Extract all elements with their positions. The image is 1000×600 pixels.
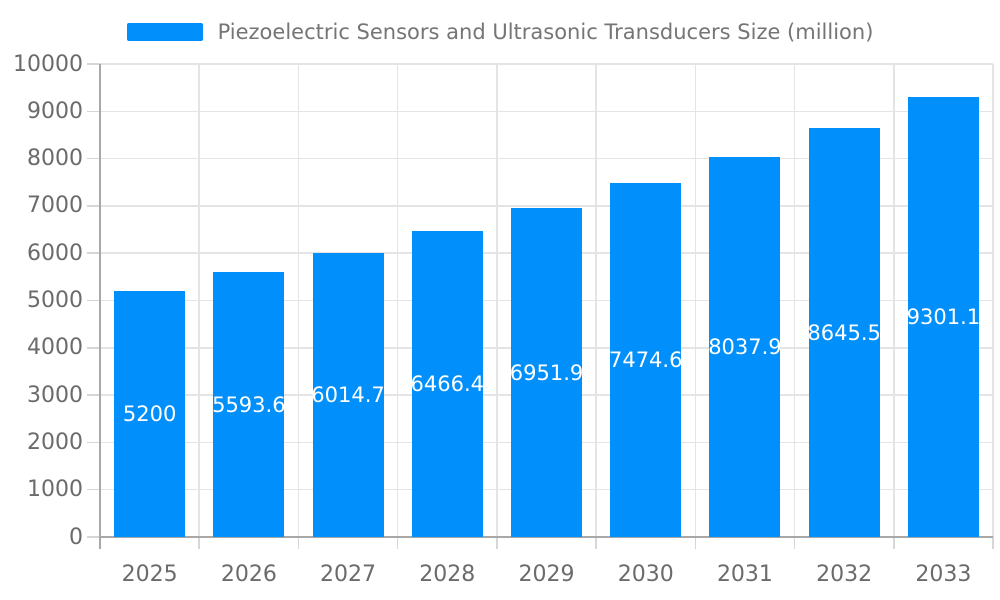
y-axis-tick [87,299,100,302]
y-axis-tick [87,394,100,396]
y-axis-tick [87,205,100,207]
bar-value-label: 5200 [122,402,177,427]
y-axis-tick-label: 2000 [27,429,83,455]
legend-marker-swatch [126,23,203,41]
y-axis-line [99,64,101,549]
gridline-vertical [496,64,498,537]
x-axis-tick [396,537,399,549]
x-axis-tick [297,537,300,549]
bar [411,231,483,537]
bar-value-label: 9301.1 [906,305,981,330]
legend-label: Piezoelectric Sensors and Ultrasonic Tra… [217,20,874,44]
x-axis-tick [992,537,994,549]
x-axis-tick-label: 2027 [320,562,377,587]
x-axis-tick-label: 2029 [518,562,575,587]
bar-value-label: 8645.5 [807,320,881,345]
legend[interactable]: Piezoelectric Sensors and Ultrasonic Tra… [0,20,1000,44]
y-axis-tick-label: 7000 [27,193,83,219]
bar [511,208,582,537]
y-axis-tick-label: 4000 [27,335,83,361]
x-axis-tick [595,537,597,549]
y-axis-tick [87,252,100,254]
gridline-vertical [992,64,994,537]
x-axis-tick-label: 2026 [220,562,277,587]
x-axis-tick-label: 2025 [121,562,178,587]
bar [907,97,979,537]
x-axis-tick [496,537,498,549]
bar [808,128,880,537]
bar-value-label: 7474.6 [608,348,683,373]
gridline-vertical [297,64,300,537]
x-axis-tick [694,537,697,549]
y-axis-tick-label: 6000 [27,240,83,266]
x-axis-tick-label: 2031 [716,562,773,587]
gridline-vertical [396,64,399,537]
gridline-vertical [694,64,697,537]
y-axis-tick [87,157,100,160]
bar-value-label: 6466.4 [410,372,484,397]
x-axis-line [100,536,993,538]
y-axis-tick [87,110,100,113]
x-axis-tick-label: 2033 [915,562,972,587]
y-axis-tick-label: 1000 [27,477,83,503]
gridline-horizontal [100,157,993,160]
bar [213,272,285,537]
y-axis-tick [87,347,100,349]
gridline-vertical [595,64,597,537]
y-axis-tick-label: 5000 [27,288,83,313]
bar-value-label: 8037.9 [708,334,782,359]
gridline-horizontal [100,63,993,65]
gridline-vertical [198,64,200,537]
x-axis-tick [793,537,796,549]
gridline-horizontal [100,110,993,113]
x-axis-tick-label: 2028 [419,562,476,587]
gridline-vertical [893,64,895,537]
y-axis-tick-label: 8000 [27,146,83,172]
x-axis-tick-label: 2030 [617,562,674,587]
bar-value-label: 6951.9 [509,360,584,385]
gridline-horizontal [100,205,993,207]
y-axis-tick [87,441,100,444]
gridline-vertical [793,64,796,537]
bar [312,252,384,537]
y-axis-tick [87,536,100,538]
x-axis-tick [198,537,200,549]
y-axis-tick [87,488,100,491]
bar-value-label: 5593.6 [212,392,286,417]
y-axis-tick-label: 3000 [27,382,83,408]
x-axis-tick-label: 2032 [816,562,873,587]
bar-value-label: 6014.7 [311,382,385,407]
y-axis-tick-label: 9000 [27,98,83,124]
y-axis-tick-label: 10000 [13,51,83,77]
y-axis-tick-label: 0 [69,524,83,550]
x-axis-tick [893,537,895,549]
bar [709,156,781,537]
bar [114,291,186,537]
y-axis-tick [87,63,100,65]
bar [610,183,682,537]
